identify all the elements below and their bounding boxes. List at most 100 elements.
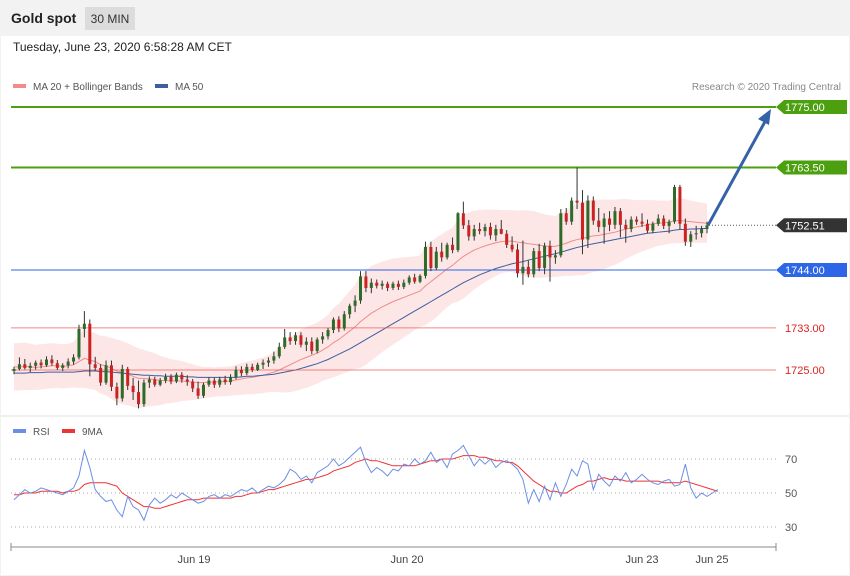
candle-body (483, 226, 487, 232)
candle-body (407, 277, 411, 283)
candle-body (629, 219, 633, 230)
candle-body (597, 220, 601, 227)
resistance-label: 1763.50 (785, 162, 825, 174)
candle-body (239, 370, 243, 374)
candle-body (158, 380, 162, 385)
candle-body (575, 200, 579, 203)
candle-body (104, 365, 108, 383)
rsi-tick-label: 50 (785, 488, 797, 500)
candle-body (93, 364, 97, 368)
candle-body (548, 245, 552, 258)
candle-body (304, 341, 308, 345)
chart-panel: Tuesday, June 23, 2020 6:58:28 AM CET MA… (1, 36, 849, 575)
candle-body (369, 282, 373, 288)
candle-body (229, 377, 233, 383)
candle-body (169, 376, 173, 382)
candle-body (88, 323, 92, 365)
candle-body (532, 251, 536, 275)
candle-body (580, 202, 584, 240)
candle-body (678, 186, 682, 224)
rsi-legend-label: RSI (33, 427, 50, 438)
candle-body (256, 364, 260, 370)
candle-body (28, 365, 32, 368)
candle-body (553, 255, 557, 258)
candle-body (180, 374, 184, 380)
ma9-legend-label: 9MA (82, 427, 103, 438)
x-tick-label: Jun 20 (390, 554, 423, 566)
chart-canvas[interactable]: Tuesday, June 23, 2020 6:58:28 AM CET MA… (1, 36, 849, 575)
candle-body (137, 392, 141, 405)
forecast-arrow (706, 109, 771, 227)
candles (12, 167, 709, 409)
x-tick-label: Jun 23 (625, 554, 658, 566)
candle-body (516, 249, 520, 274)
rsi-pane: 70 50 30 (11, 444, 797, 534)
candle-body (608, 218, 612, 225)
candle-body (683, 223, 687, 242)
candle-body (375, 282, 379, 286)
candle-body (185, 379, 189, 382)
candle-body (440, 251, 444, 258)
moving-averages (14, 220, 708, 384)
candle-body (418, 275, 422, 282)
candle-body (391, 283, 395, 288)
candle-body (543, 245, 547, 268)
candle-body (266, 360, 270, 363)
candle-body (12, 368, 16, 372)
support-label-tag (776, 263, 847, 278)
candle-body (570, 200, 574, 222)
candle-body (694, 233, 698, 235)
candle-body (120, 368, 124, 399)
price-legend: MA 20 + Bollinger Bands MA 50 Research ©… (13, 82, 841, 93)
candle-body (700, 229, 704, 234)
candle-body (39, 362, 43, 366)
price-levels (11, 106, 776, 371)
candle-body (618, 211, 622, 225)
candle-body (645, 223, 649, 231)
candle-body (467, 225, 471, 237)
candle-body (656, 218, 660, 224)
candle-body (77, 328, 81, 358)
resistance-label: 1775.00 (785, 102, 825, 114)
candle-body (34, 362, 38, 366)
last-price-tag (776, 218, 847, 233)
candle-body (705, 225, 709, 230)
candle-body (191, 381, 195, 389)
candle-body (115, 386, 119, 399)
rsi-tick-label: 70 (785, 454, 797, 466)
candle-body (364, 276, 368, 288)
candle-body (380, 283, 384, 286)
candle-body (126, 368, 130, 386)
credit-text: Research © 2020 Trading Central (692, 82, 841, 93)
candle-body (488, 226, 492, 236)
candle-body (472, 229, 476, 237)
candle-body (147, 379, 151, 383)
candle-body (131, 385, 135, 393)
timeframe-button[interactable]: 30 MIN (85, 7, 135, 30)
candle-body (342, 314, 346, 329)
candle-body (326, 330, 330, 337)
candle-body (662, 218, 666, 226)
last-price-label: 1752.51 (785, 220, 825, 232)
candle-body (234, 370, 238, 378)
candle-body (109, 365, 113, 387)
level-label: 1733.00 (785, 323, 825, 335)
candle-body (331, 319, 335, 331)
candle-body (624, 224, 628, 230)
candle-body (526, 266, 530, 275)
candle-body (564, 213, 568, 222)
forecast-arrow-head (758, 109, 771, 125)
candle-body (429, 246, 433, 268)
candle-body (591, 200, 595, 221)
candle-body (337, 319, 341, 329)
candle-body (521, 266, 525, 274)
candle-body (277, 346, 281, 357)
candle-body (61, 365, 65, 368)
candle-body (559, 213, 563, 256)
candle-body (212, 380, 216, 385)
candle-body (310, 341, 314, 352)
candle-body (315, 339, 319, 352)
candle-body (23, 364, 27, 368)
candle-body (218, 379, 222, 385)
rsi-line (13, 444, 719, 522)
